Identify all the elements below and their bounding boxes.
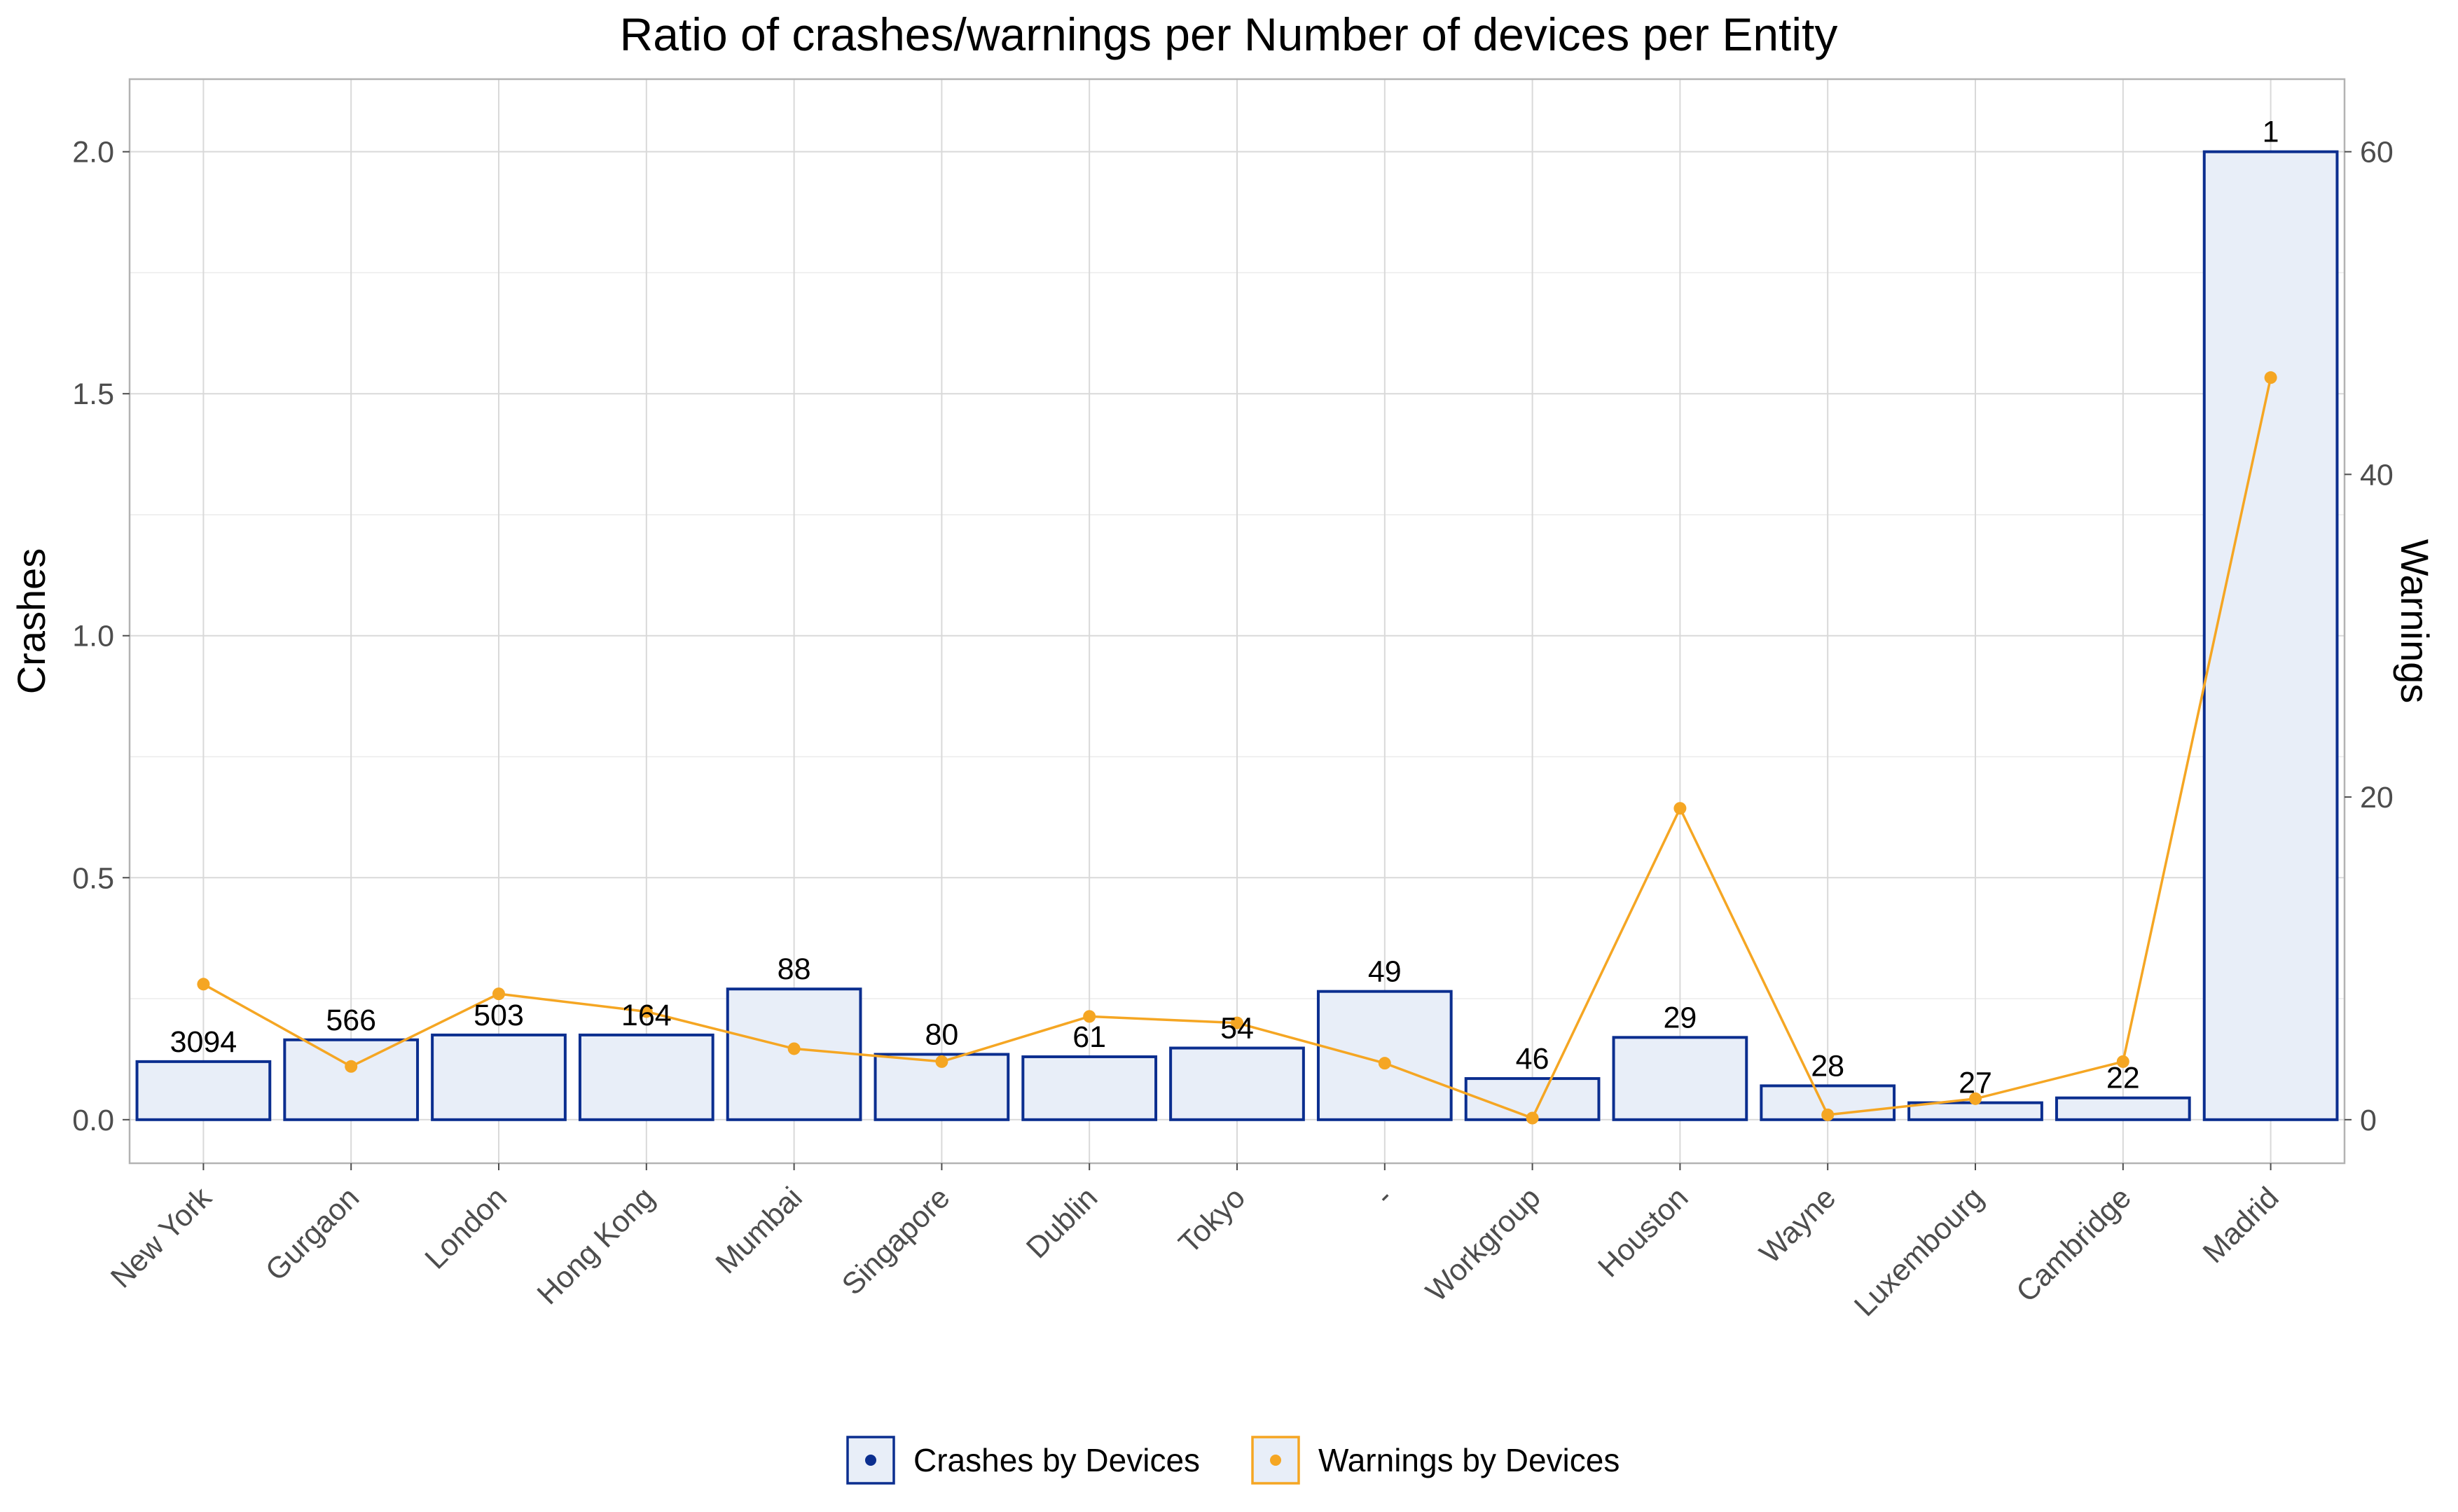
x-tick-label: -	[1369, 1181, 1400, 1212]
warnings-point	[1969, 1092, 1982, 1105]
bar	[2055, 1096, 2191, 1121]
bar-value-label: 3094	[170, 1025, 237, 1059]
chart-title: Ratio of crashes/warnings per Number of …	[620, 8, 1838, 60]
y-tick-label: 1.0	[72, 620, 114, 653]
x-tick-label: Houston	[1592, 1181, 1694, 1284]
bar	[135, 1060, 272, 1121]
warnings-point	[2264, 371, 2277, 384]
bar	[431, 1033, 567, 1121]
legend: Crashes by Devices Warnings by Devices	[846, 1436, 1620, 1485]
y2-tick-label: 60	[2360, 136, 2394, 169]
x-tick-label: Singapore	[836, 1181, 957, 1302]
bar-value-label: 28	[1811, 1049, 1844, 1083]
warnings-point	[1083, 1010, 1096, 1023]
bar-value-label: 88	[778, 952, 811, 986]
y-tick-label: 1.5	[72, 377, 114, 411]
x-tick-label: Madrid	[2197, 1181, 2286, 1270]
warnings-point	[1526, 1111, 1539, 1125]
x-tick-label: Workgroup	[1420, 1181, 1547, 1308]
x-tick-label: Mumbai	[710, 1181, 809, 1280]
y-axis-title: Crashes	[9, 548, 53, 695]
x-tick-label: London	[419, 1181, 513, 1275]
x-tick-label: Wayne	[1753, 1181, 1842, 1270]
bar-value-label: 49	[1368, 955, 1402, 989]
bar-value-label: 46	[1516, 1042, 1549, 1076]
warnings-point	[1821, 1108, 1835, 1121]
bar	[1612, 1036, 1748, 1121]
y-tick-label: 0.0	[72, 1104, 114, 1137]
x-tick-label: New York	[104, 1181, 219, 1295]
y-tick-label: 0.5	[72, 861, 114, 895]
bar-value-label: 80	[925, 1018, 958, 1052]
y2-tick-label: 40	[2360, 458, 2394, 492]
bar-value-label: 27	[1959, 1067, 1992, 1100]
warnings-point	[1673, 802, 1687, 815]
bar	[1021, 1055, 1158, 1121]
warnings-point	[640, 1005, 653, 1018]
bar-value-label: 503	[474, 999, 524, 1032]
bar	[578, 1033, 714, 1121]
legend-key-crashes-dot	[865, 1455, 876, 1466]
x-tick-label: Dublin	[1020, 1181, 1104, 1265]
legend-key-warnings-dot	[1270, 1455, 1281, 1466]
bar-value-label: 1	[2263, 116, 2279, 149]
warnings-point	[2116, 1055, 2129, 1068]
x-tick-label: Cambridge	[2010, 1181, 2138, 1309]
warnings-point	[935, 1055, 948, 1068]
bar-value-label: 22	[2106, 1062, 2140, 1095]
bar	[1169, 1046, 1305, 1121]
x-tick-label: Hong Kong	[531, 1181, 661, 1311]
warnings-point	[1231, 1016, 1243, 1029]
x-tick-label: Tokyo	[1173, 1181, 1252, 1260]
y-tick-label: 2.0	[72, 136, 114, 169]
legend-label-crashes: Crashes by Devices	[913, 1442, 1200, 1478]
warnings-point	[1378, 1057, 1391, 1070]
warnings-point	[197, 978, 210, 991]
bar-value-label: 61	[1072, 1020, 1106, 1054]
bar	[1907, 1101, 2043, 1121]
y2-tick-label: 20	[2360, 781, 2394, 814]
x-tick-label: Luxembourg	[1848, 1181, 1990, 1323]
bar-value-label: 164	[621, 999, 672, 1032]
bar	[2202, 150, 2339, 1121]
bar-value-label: 54	[1220, 1012, 1254, 1046]
bar	[1316, 990, 1453, 1121]
legend-label-warnings: Warnings by Devices	[1318, 1442, 1620, 1478]
warnings-point	[787, 1042, 801, 1055]
y2-tick-label: 0	[2360, 1104, 2377, 1137]
warnings-point	[345, 1060, 358, 1073]
x-tick-label: Gurgaon	[259, 1181, 366, 1287]
y2-axis-title: Warnings	[2393, 539, 2437, 703]
bar-value-label: 566	[326, 1004, 376, 1037]
bar	[283, 1038, 420, 1121]
warnings-point	[492, 987, 505, 1001]
bar-value-label: 29	[1663, 1001, 1697, 1034]
